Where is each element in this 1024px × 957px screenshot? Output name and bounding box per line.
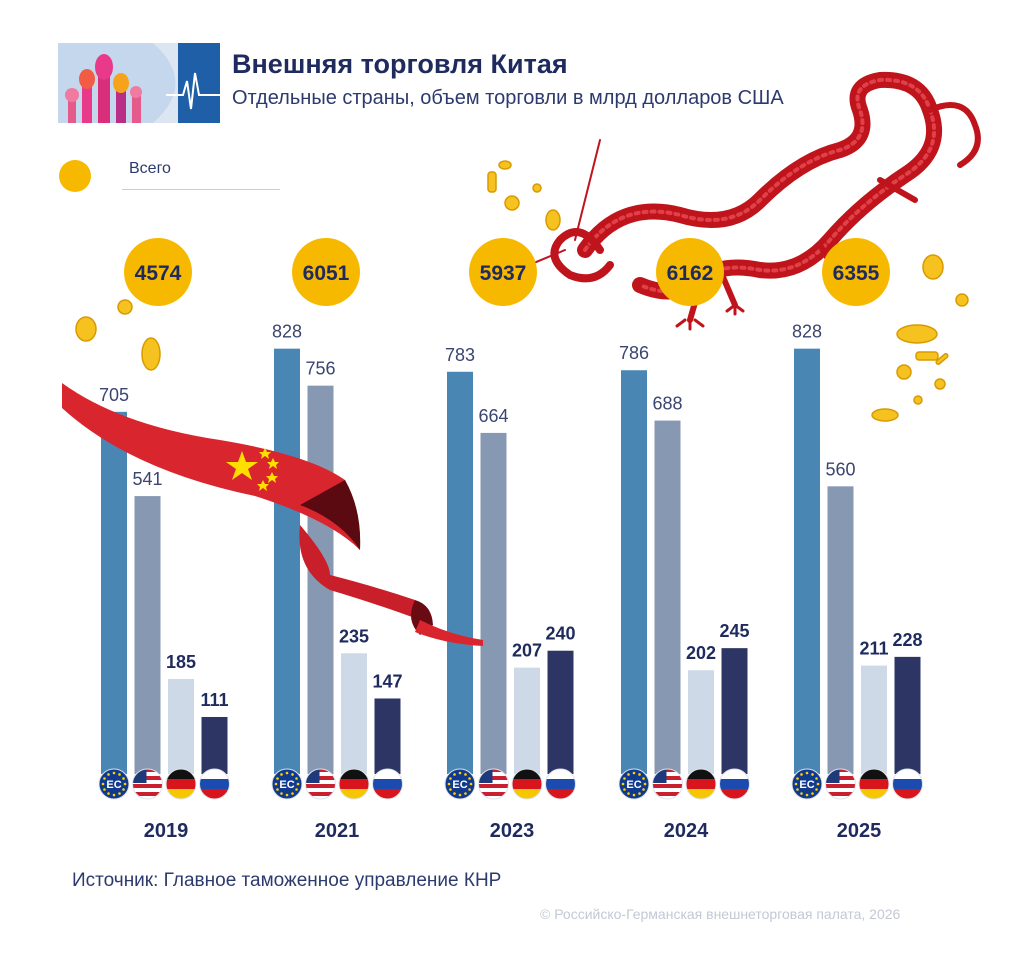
legend-divider [122,189,280,190]
year-tick-label: 2021 [315,820,360,842]
value-label: 828 [272,322,302,342]
bars-layer [101,238,921,774]
value-label: 202 [686,643,716,663]
bar-us-2019 [134,496,161,774]
eu-flag-icon: EC [444,768,476,800]
value-label: 664 [478,406,508,426]
total-label: 6162 [667,262,714,285]
value-label: 786 [619,343,649,363]
year-tick-label: 2024 [664,820,709,842]
bar-ec-2024 [621,370,647,774]
eu-flag-text: EC [626,779,641,791]
value-label: 240 [545,624,575,644]
bar-us-2023 [480,432,507,774]
bar-de-2024 [688,670,714,774]
bar-ec-2021 [274,348,300,774]
russia-flag-icon [892,768,923,800]
bar-us-2025 [827,486,854,774]
usa-flag-icon [132,768,163,800]
total-bubble [656,238,724,306]
source-note: Источник: Главное таможенное управление … [72,870,502,891]
year-tick-label: 2025 [837,820,882,842]
legend: Всего [56,150,280,192]
germany-flag-icon [685,768,717,800]
bar-de-2023 [514,667,540,774]
bar-ru-2021 [374,698,401,774]
eu-flag-text: EC [279,779,294,791]
total-label: 5937 [480,262,527,285]
value-label: 245 [719,621,749,641]
total-label: 6051 [303,262,350,285]
eu-flag-text: EC [106,779,121,791]
bar-ru-2019 [201,716,228,774]
page-title: Внешняя торговля Китая [232,49,568,79]
bar-ec-2023 [447,371,473,774]
bar-de-2025 [861,665,887,774]
total-bubble [469,238,537,306]
eu-flag-icon: EC [271,768,303,800]
coins-illustration [75,160,969,422]
bar-de-2019 [168,678,194,774]
total-bubble [292,238,360,306]
bar-de-2021 [341,653,367,774]
legend-total-label: Всего [129,160,171,177]
year-tick-label: 2023 [490,820,535,842]
value-label: 185 [166,652,196,672]
bar-ec-2019 [101,411,127,774]
total-label: 6355 [833,262,880,285]
value-label: 783 [445,345,475,365]
chamber-logo [58,43,220,123]
value-label: 111 [200,690,228,710]
year-tick-label: 2019 [144,820,189,842]
total-label: 4574 [135,262,182,285]
russia-flag-icon [372,768,403,800]
page-subtitle: Отдельные страны, объем торговли в млрд … [232,87,784,109]
eu-flag-icon: EC [618,768,650,800]
eu-flag-text: EC [799,779,814,791]
bar-ru-2025 [894,656,921,774]
value-label: 828 [792,322,822,342]
value-label: 147 [372,671,402,691]
eu-flag-icon: EC [791,768,823,800]
germany-flag-icon [858,768,890,800]
value-label: 688 [652,394,682,414]
total-bubble [822,238,890,306]
dragon-illustration [504,71,981,331]
total-bubble [124,238,192,306]
bar-ru-2024 [721,648,748,774]
germany-flag-icon [338,768,370,800]
value-label: 560 [825,459,855,479]
value-label: 211 [859,639,888,659]
decorations [75,71,981,422]
russia-flag-icon [199,768,230,800]
germany-flag-icon [511,768,543,800]
china-flag-ribbon [62,383,483,646]
bar-ec-2025 [794,348,820,774]
eu-flag-icon: EC [98,768,130,800]
legend-total-dot [59,160,91,192]
germany-flag-icon [165,768,197,800]
bar-us-2024 [654,420,681,774]
value-label: 235 [339,626,369,646]
value-label: 705 [99,385,129,405]
copyright-note: © Российско-Германская внешнеторговая па… [540,906,901,922]
eu-flag-text: EC [452,779,467,791]
bar-ru-2023 [547,650,574,774]
value-label: 207 [512,641,542,661]
value-label: 541 [132,469,162,489]
russia-flag-icon [545,768,576,800]
value-label: 756 [305,359,335,379]
value-label: 228 [892,630,922,650]
russia-flag-icon [719,768,750,800]
